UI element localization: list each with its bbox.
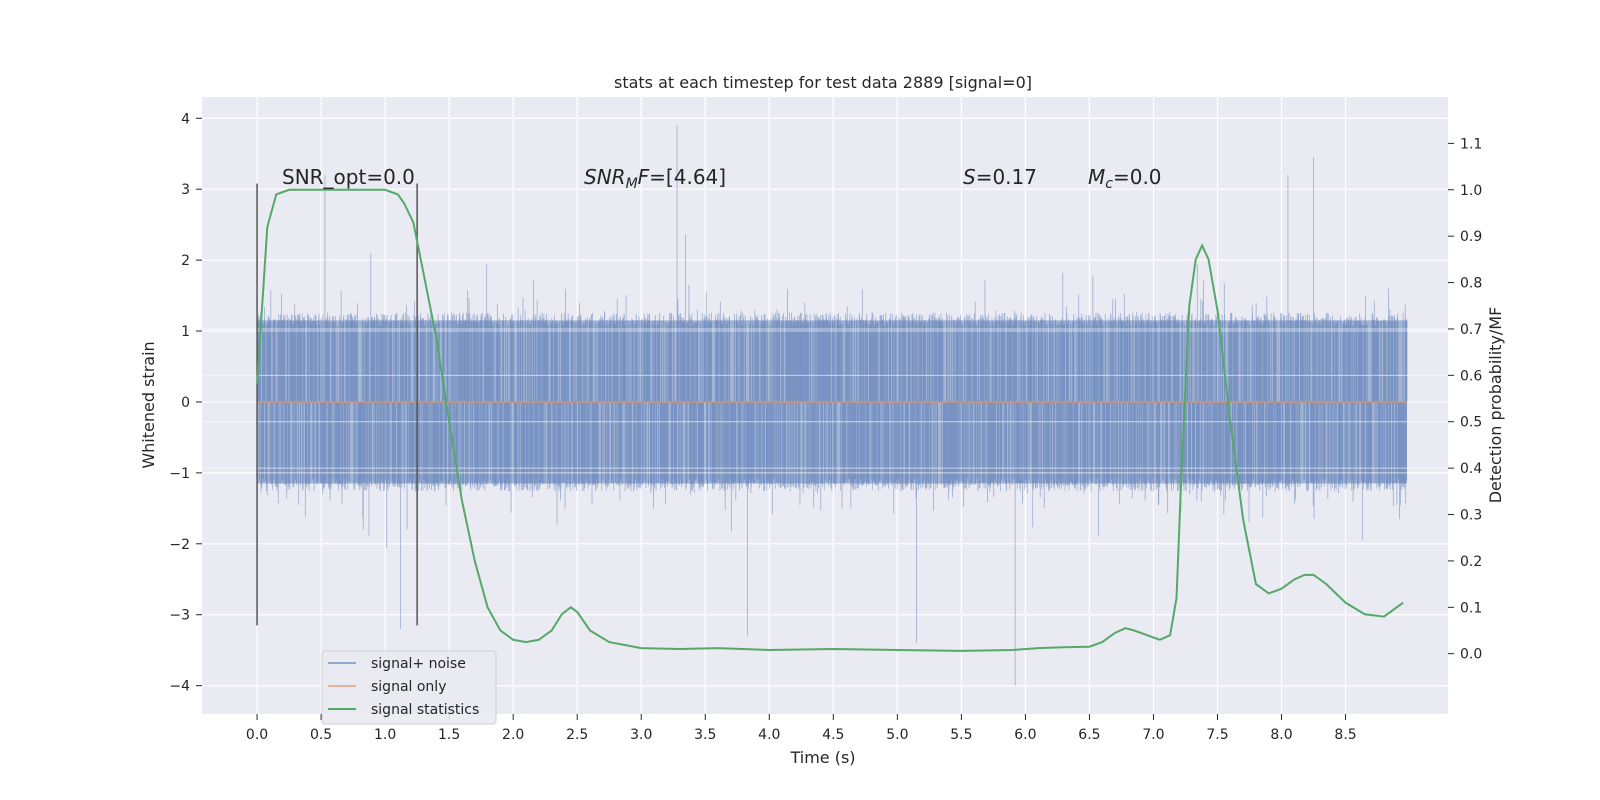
x-tick-label: 5.5 bbox=[950, 727, 972, 743]
y-left-tick-label: 2 bbox=[181, 253, 190, 269]
y-right-tick-label: 0.2 bbox=[1460, 554, 1482, 570]
x-tick-label: 2.5 bbox=[566, 727, 588, 743]
y-left-tick-label: −2 bbox=[169, 537, 190, 553]
x-tick-label: 4.0 bbox=[758, 727, 780, 743]
x-tick-label: 4.5 bbox=[822, 727, 844, 743]
x-tick-label: 2.0 bbox=[502, 727, 524, 743]
annotation-snr-opt: SNR_opt=0.0 bbox=[282, 165, 415, 189]
x-tick-label: 3.0 bbox=[630, 727, 652, 743]
legend-label-signal-only: signal only bbox=[371, 679, 446, 695]
y-right-tick-label: 0.3 bbox=[1460, 508, 1482, 524]
y-left-tick-label: −4 bbox=[169, 679, 190, 695]
x-tick-label: 6.5 bbox=[1078, 727, 1100, 743]
chart-title: stats at each timestep for test data 288… bbox=[614, 73, 1032, 92]
y-right-tick-label: 0.6 bbox=[1460, 368, 1482, 384]
annotation-s: S=0.17 bbox=[963, 165, 1037, 189]
y-left-axis-label: Whitened strain bbox=[139, 341, 158, 468]
x-tick-label: 3.5 bbox=[694, 727, 716, 743]
y-right-tick-label: 0.0 bbox=[1460, 647, 1482, 663]
y-left-tick-label: 3 bbox=[181, 182, 190, 198]
annotation-snr-mf: SNRMF=[4.64] bbox=[584, 165, 726, 192]
annotation-mc: Mc=0.0 bbox=[1088, 165, 1162, 192]
vertical-markers bbox=[256, 183, 418, 626]
x-tick-label: 1.0 bbox=[374, 727, 396, 743]
x-axis-label: Time (s) bbox=[789, 748, 855, 767]
y-right-tick-label: 1.1 bbox=[1460, 136, 1482, 152]
x-tick-label: 5.0 bbox=[886, 727, 908, 743]
x-tick-label: 8.5 bbox=[1334, 727, 1356, 743]
y-right-tick-label: 0.7 bbox=[1460, 322, 1482, 338]
series-signal-statistics bbox=[256, 188, 1404, 652]
y-right-tick-label: 1.0 bbox=[1460, 183, 1482, 199]
y-right-tick-label: 0.8 bbox=[1460, 276, 1482, 292]
legend-label-signal-statistics: signal statistics bbox=[371, 702, 479, 718]
y-right-tick-label: 0.9 bbox=[1460, 229, 1482, 245]
y-left-tick-label: −3 bbox=[169, 608, 190, 624]
y-left-tick-label: 4 bbox=[181, 111, 190, 127]
x-tick-label: 8.0 bbox=[1270, 727, 1292, 743]
x-tick-label: 7.0 bbox=[1142, 727, 1164, 743]
y-right-axis-ticks: 1.1 1.0 0.9 0.8 0.7 0.6 0.5 0.4 0.3 0.2 0.1 0.0 bbox=[1448, 136, 1482, 663]
y-right-tick-label: 0.4 bbox=[1460, 461, 1482, 477]
x-tick-label: 0.0 bbox=[246, 727, 268, 743]
y-right-tick-label: 0.5 bbox=[1460, 415, 1482, 431]
y-left-axis-ticks: 4 3 2 1 0 −1 −2 −3 −4 bbox=[169, 111, 202, 695]
y-left-tick-label: 0 bbox=[181, 395, 190, 411]
x-tick-label: 1.5 bbox=[438, 727, 460, 743]
x-tick-label: 7.5 bbox=[1206, 727, 1228, 743]
y-right-axis-label: Detection probability/MF bbox=[1486, 307, 1505, 504]
y-left-tick-label: 1 bbox=[181, 324, 190, 340]
y-left-tick-label: −1 bbox=[169, 466, 190, 482]
legend: signal+ noise signal only signal statist… bbox=[321, 650, 497, 725]
y-right-tick-label: 0.1 bbox=[1460, 600, 1482, 616]
legend-box bbox=[321, 650, 497, 725]
x-tick-label: 6.0 bbox=[1014, 727, 1036, 743]
x-axis-ticks: 0.0 0.5 1.0 1.5 2.0 2.5 3.0 3.5 4.0 4.5 5.0 5.5 6.0 6… bbox=[246, 714, 1357, 743]
x-tick-label: 0.5 bbox=[310, 727, 332, 743]
legend-label-signal-noise: signal+ noise bbox=[371, 656, 466, 672]
